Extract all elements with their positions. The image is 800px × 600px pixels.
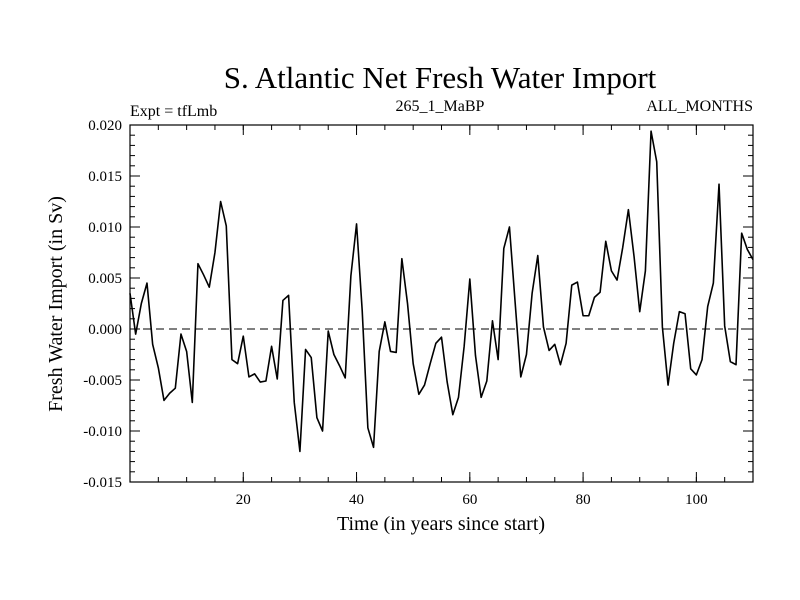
y-tick-label: -0.015 [83,475,122,491]
chart-title: S. Atlantic Net Fresh Water Import [224,60,657,95]
y-tick-label: -0.005 [83,373,122,389]
y-tick-label: 0.010 [88,220,122,236]
y-tick-label: -0.010 [83,424,122,440]
run-label: 265_1_MaBP [396,98,485,115]
x-axis: 20 40 60 80 100 [157,125,726,508]
y-tick-label: 0.015 [88,169,122,185]
x-tick-label: 60 [462,492,477,508]
y-axis: -0.015 -0.010 -0.005 0.000 0.005 0.010 0.015 0.… [83,118,753,491]
months-label: ALL_MONTHS [646,98,753,115]
x-tick-label: 80 [576,492,591,508]
x-tick-label: 20 [236,492,251,508]
fresh-water-import-line [129,130,754,453]
y-tick-label: 0.005 [88,271,122,287]
y-axis-label: Fresh Water Import (in Sv) [45,196,67,412]
experiment-label: Expt = tfLmb [130,103,217,120]
y-tick-label: 0.000 [88,322,122,338]
x-axis-label: Time (in years since start) [337,513,545,535]
plot-frame [129,124,754,483]
y-tick-label: 0.020 [88,118,122,134]
x-tick-label: 40 [349,492,364,508]
x-tick-label: 100 [685,492,708,508]
